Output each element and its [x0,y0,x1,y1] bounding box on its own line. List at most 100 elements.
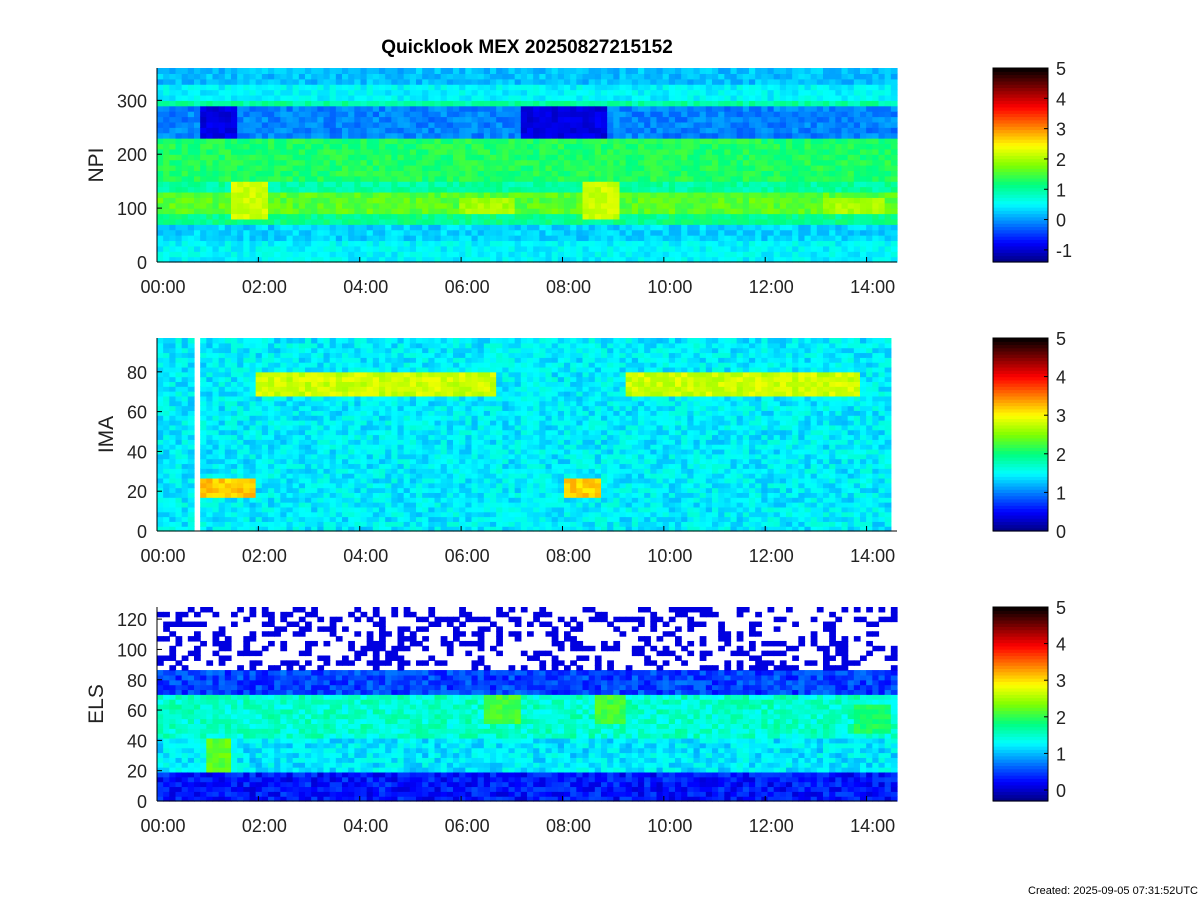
heatmap-cell [268,251,275,258]
heatmap-cell [631,213,639,220]
heatmap-cell [668,170,676,177]
heatmap-cell [268,100,275,107]
heatmap-cell [502,154,510,161]
heatmap-cell [237,444,244,450]
heatmap-cell [490,138,497,145]
heatmap-cell [200,434,207,440]
heatmap-cell [243,105,251,112]
heatmap-cell [298,175,306,182]
heatmap-cell [218,458,226,465]
heatmap-cell [317,78,325,85]
heatmap-cell [767,148,775,155]
heatmap-cell [261,170,269,177]
heatmap-cell [446,78,454,85]
heatmap-cell [446,132,454,139]
heatmap-cell [428,127,436,134]
heatmap-cell [761,251,769,258]
heatmap-cell [471,208,479,215]
heatmap-cell [767,240,775,247]
heatmap-cell [502,111,510,118]
heatmap-cell [742,170,750,177]
heatmap-cell [231,420,238,426]
heatmap-cell [860,208,867,215]
heatmap-cell [619,218,627,225]
heatmap-cell [187,218,195,225]
heatmap-cell [231,197,238,204]
heatmap-cell [237,159,244,166]
heatmap-cell [490,245,497,252]
heatmap-cell [403,235,411,242]
heatmap-cell [576,143,584,150]
heatmap-cell [206,424,214,431]
heatmap-cell [200,405,207,411]
heatmap-cell [397,208,405,215]
heatmap-cell [465,240,473,247]
heatmap-cell [816,121,824,128]
heatmap-cell [631,73,639,80]
heatmap-cell [520,208,528,215]
heatmap-cell [379,181,386,188]
heatmap-cell [705,132,713,139]
heatmap-cell [298,154,306,161]
heatmap-cell [779,111,787,118]
heatmap-cell [656,132,664,139]
heatmap-cell [422,127,429,134]
heatmap-cell [736,251,744,258]
heatmap-cell [465,186,473,193]
heatmap-cell [650,175,658,182]
heatmap-cell [502,186,510,193]
heatmap-cell [403,111,411,118]
heatmap-cell [508,111,516,118]
heatmap-cell [736,105,744,112]
heatmap-cell [601,208,608,215]
heatmap-cell [218,376,226,383]
heatmap-cell [773,143,781,150]
heatmap-cell [705,138,713,145]
heatmap-cell [231,347,238,354]
heatmap-cell [360,197,368,204]
heatmap-cell [675,170,682,177]
heatmap-cell [699,208,707,215]
heatmap-cell [224,376,232,383]
heatmap-cell [286,121,294,128]
heatmap-cell [792,100,799,107]
heatmap-cell [866,148,873,155]
heatmap-cell [545,94,553,101]
heatmap-cell [471,89,479,96]
heatmap-cell [360,235,368,242]
heatmap-cell [434,235,442,242]
heatmap-cell [157,181,164,188]
heatmap-cell [872,159,880,166]
heatmap-cell [194,84,201,91]
heatmap-cell [409,148,417,155]
heatmap-cell [576,245,584,252]
heatmap-cell [360,105,368,112]
heatmap-cell [453,197,460,204]
heatmap-cell [305,245,312,252]
heatmap-cell [187,458,195,465]
heatmap-cell [761,94,769,101]
heatmap-cell [200,497,207,503]
heatmap-cell [157,138,164,145]
heatmap-cell [551,245,559,252]
heatmap-cell [761,218,769,225]
heatmap-cell [638,170,645,177]
heatmap-cell [237,213,244,220]
heatmap-cell [175,218,183,225]
heatmap-cell [520,148,528,155]
colorbar-swatch [993,84,1048,88]
heatmap-cell [224,357,232,363]
heatmap-cell [409,154,417,161]
heatmap-cell [860,218,867,225]
heatmap-cell [810,78,818,85]
heatmap-cell [662,181,670,188]
heatmap-cell [594,127,602,134]
heatmap-cell [570,121,577,128]
heatmap-cell [841,68,849,74]
heatmap-cell [261,116,269,123]
heatmap-cell [335,175,343,182]
heatmap-cell [539,191,547,198]
heatmap-cell [317,148,325,155]
heatmap-cell [816,116,824,123]
heatmap-cell [650,116,658,123]
